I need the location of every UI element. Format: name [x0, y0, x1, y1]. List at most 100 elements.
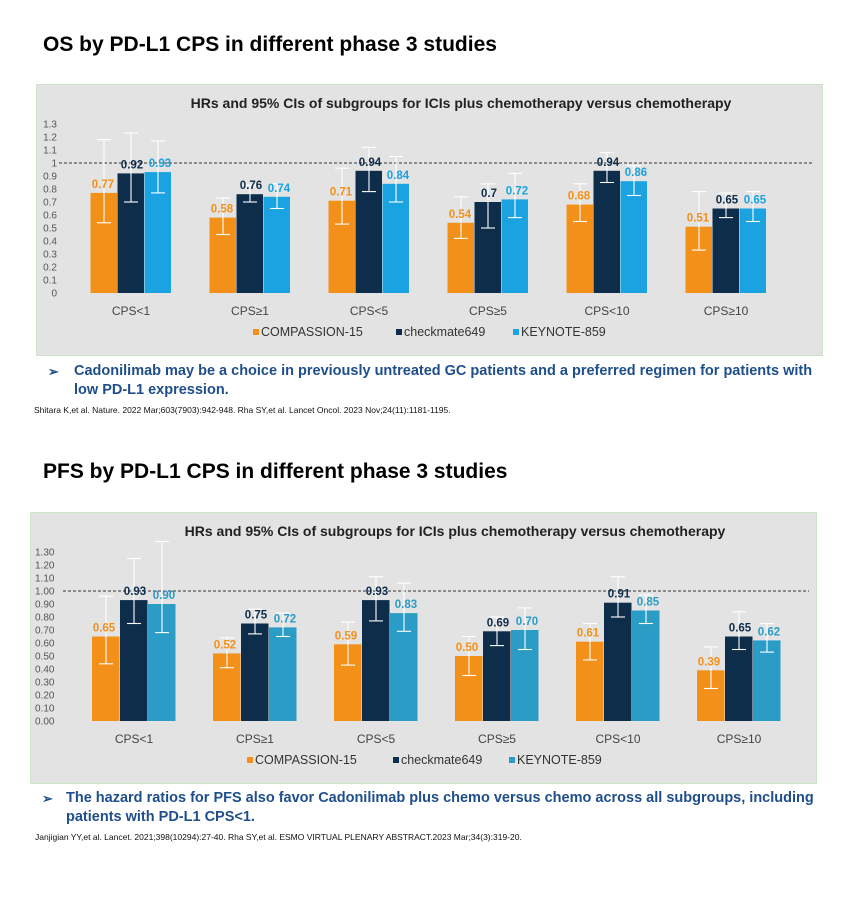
data-label: 0.65: [744, 195, 767, 207]
x-tick-label: CPS<10: [584, 304, 629, 318]
data-label: 0.85: [637, 597, 660, 609]
data-label: 0.65: [729, 623, 752, 635]
bar-checkmate649: [236, 194, 263, 293]
data-label: 0.72: [506, 185, 528, 197]
os-chart: HRs and 95% CIs of subgroups for ICIs pl…: [43, 95, 814, 339]
y-tick-label: 1.10: [35, 574, 55, 585]
x-tick-label: CPS<1: [112, 304, 151, 318]
y-tick-label: 0.10: [35, 704, 55, 715]
data-label: 0.77: [92, 179, 114, 191]
y-tick-label: 1.3: [43, 120, 57, 131]
y-tick-label: 1.20: [35, 561, 55, 572]
y-tick-label: 1.30: [35, 548, 55, 559]
bar-checkmate649: [725, 636, 753, 721]
arrow-bullet-icon: ➢: [42, 791, 53, 806]
os-conclusion-text: Cadonilimab may be a choice in previousl…: [74, 363, 813, 398]
data-label: 0.39: [698, 656, 720, 668]
data-label: 0.94: [597, 157, 620, 169]
y-tick-label: 0.30: [35, 678, 55, 689]
data-label: 0.69: [487, 617, 509, 629]
data-label: 0.83: [395, 599, 417, 611]
legend-swatch: [513, 329, 519, 335]
legend-entry: KEYNOTE-859: [517, 753, 602, 767]
data-label: 0.65: [93, 623, 116, 635]
legend-entry: checkmate649: [401, 753, 482, 767]
data-label: 0.7: [481, 188, 497, 200]
data-label: 0.68: [568, 191, 591, 203]
legend-entry: checkmate649: [404, 325, 485, 339]
data-label: 0.93: [366, 586, 388, 598]
y-tick-label: 1.00: [35, 587, 55, 598]
bar-keynote-859: [632, 610, 660, 721]
data-label: 0.93: [149, 158, 171, 170]
chart-title: HRs and 95% CIs of subgroups for ICIs pl…: [191, 95, 732, 111]
data-label: 0.90: [153, 590, 175, 602]
data-label: 0.92: [121, 159, 143, 171]
bar-keynote-859: [739, 208, 766, 293]
bar-checkmate649: [604, 602, 632, 721]
pfs-chart: HRs and 95% CIs of subgroups for ICIs pl…: [35, 523, 809, 767]
bar-keynote-859: [263, 196, 290, 293]
os-reference: Shitara K,et al. Nature. 2022 Mar;603(79…: [34, 405, 451, 415]
y-tick-label: 0.50: [35, 652, 55, 663]
data-label: 0.50: [456, 642, 478, 654]
chart-title: HRs and 95% CIs of subgroups for ICIs pl…: [185, 523, 726, 539]
pfs-chart-panel: HRs and 95% CIs of subgroups for ICIs pl…: [30, 512, 817, 784]
y-tick-label: 1.1: [43, 146, 57, 157]
legend-swatch: [393, 757, 399, 763]
legend-swatch: [247, 757, 253, 763]
arrow-bullet-icon: ➢: [48, 364, 59, 379]
data-label: 0.61: [577, 628, 600, 640]
y-tick-label: 0.2: [43, 263, 57, 274]
data-label: 0.74: [268, 183, 291, 195]
bar-checkmate649: [241, 623, 269, 721]
y-tick-label: 0.7: [43, 198, 57, 209]
data-label: 0.84: [387, 170, 410, 182]
data-label: 0.86: [625, 167, 647, 179]
x-tick-label: CPS≥10: [704, 304, 749, 318]
data-label: 0.75: [245, 610, 268, 622]
x-tick-label: CPS≥5: [469, 304, 507, 318]
x-tick-label: CPS<5: [357, 732, 396, 746]
y-tick-label: 1.2: [43, 133, 57, 144]
data-label: 0.62: [758, 626, 780, 638]
data-label: 0.51: [687, 213, 710, 225]
bar-checkmate649: [712, 208, 739, 293]
bar-keynote-859: [753, 640, 781, 721]
pfs-conclusion: ➢ The hazard ratios for PFS also favor C…: [42, 789, 822, 827]
x-tick-label: CPS<1: [115, 732, 154, 746]
data-label: 0.71: [330, 187, 353, 199]
bar-keynote-859: [269, 627, 297, 721]
legend-swatch: [396, 329, 402, 335]
y-tick-label: 0.3: [43, 250, 57, 261]
data-label: 0.65: [716, 195, 739, 207]
x-tick-label: CPS≥5: [478, 732, 516, 746]
pfs-conclusion-text: The hazard ratios for PFS also favor Cad…: [66, 790, 814, 825]
data-label: 0.54: [449, 209, 472, 221]
x-tick-label: CPS≥1: [236, 732, 274, 746]
data-label: 0.91: [608, 589, 631, 601]
x-tick-label: CPS≥10: [717, 732, 762, 746]
y-tick-label: 0.20: [35, 691, 55, 702]
y-tick-label: 0.4: [43, 237, 57, 248]
legend-swatch: [253, 329, 259, 335]
y-tick-label: 0.1: [43, 276, 57, 287]
x-tick-label: CPS≥1: [231, 304, 269, 318]
data-label: 0.93: [124, 586, 146, 598]
data-label: 0.70: [516, 616, 538, 628]
legend-entry: COMPASSION-15: [255, 753, 357, 767]
data-label: 0.72: [274, 613, 296, 625]
bar-checkmate649: [483, 631, 511, 721]
legend-entry: COMPASSION-15: [261, 325, 363, 339]
y-tick-label: 0: [51, 289, 57, 300]
os-section-title: OS by PD-L1 CPS in different phase 3 stu…: [43, 33, 497, 56]
data-label: 0.94: [359, 157, 382, 169]
y-tick-label: 0.00: [35, 717, 55, 728]
data-label: 0.52: [214, 639, 236, 651]
y-tick-label: 0.80: [35, 613, 55, 624]
bar-keynote-859: [620, 181, 647, 293]
x-tick-label: CPS<10: [595, 732, 640, 746]
os-chart-panel: HRs and 95% CIs of subgroups for ICIs pl…: [36, 84, 823, 356]
legend-swatch: [509, 757, 515, 763]
y-tick-label: 0.60: [35, 639, 55, 650]
